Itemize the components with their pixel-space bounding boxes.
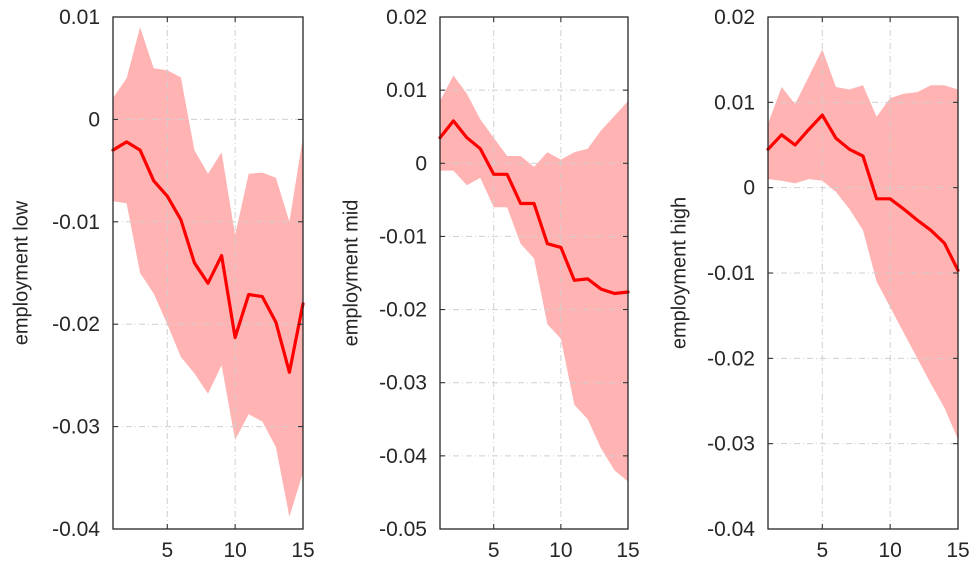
x-tick-label: 5 — [161, 539, 173, 562]
y-tick-label: 0 — [88, 108, 100, 131]
y-tick-label: -0.02 — [52, 313, 100, 336]
y-tick-label: 0.01 — [714, 91, 755, 114]
y-tick-label: 0.02 — [386, 6, 427, 29]
y-axis-label: employment low — [10, 200, 32, 345]
y-tick-label: -0.04 — [52, 518, 100, 541]
y-tick-label: -0.03 — [379, 372, 427, 395]
y-tick-label: -0.04 — [707, 518, 755, 541]
x-tick-label: 10 — [549, 539, 572, 562]
y-tick-label: -0.03 — [52, 416, 100, 439]
y-tick-label: -0.01 — [52, 211, 100, 234]
panel-2: 5 10 15 -0.05 -0.04 -0.03 -0.02 -0.01 0 0.01 0.02 e… — [340, 6, 639, 562]
y-axis-label: employment mid — [340, 200, 362, 347]
y-tick-label: -0.02 — [707, 347, 755, 370]
y-tick-label: 0 — [743, 177, 755, 200]
panel-1: 5 10 15 -0.04 -0.03 -0.02 -0.01 0 0.01 employment… — [10, 6, 314, 562]
estimate-line — [766, 113, 960, 272]
estimate-line — [111, 140, 305, 374]
x-tick-label: 15 — [616, 539, 639, 562]
x-tick-label: 5 — [816, 539, 828, 562]
y-tick-label: 0 — [415, 152, 427, 175]
y-tick-label: 0.02 — [714, 6, 755, 29]
x-tick-label: 10 — [878, 539, 901, 562]
x-tick-label: 15 — [946, 539, 969, 562]
panel-3: 5 10 15 -0.04 -0.03 -0.02 -0.01 0 0.01 0.02 employ… — [668, 6, 969, 562]
x-tick-label: 15 — [291, 539, 314, 562]
y-tick-label: -0.05 — [379, 518, 427, 541]
y-tick-label: -0.01 — [707, 262, 755, 285]
y-tick-label: -0.04 — [379, 445, 427, 468]
x-tick-label: 5 — [488, 539, 500, 562]
axes-box — [439, 16, 629, 530]
y-tick-label: 0.01 — [386, 79, 427, 102]
y-tick-label: -0.03 — [707, 433, 755, 456]
y-tick-label: -0.01 — [379, 225, 427, 248]
y-tick-label: 0.01 — [59, 6, 100, 29]
estimate-line — [438, 119, 630, 296]
x-tick-label: 10 — [223, 539, 246, 562]
y-axis-label: employment high — [668, 197, 690, 349]
y-tick-label: -0.02 — [379, 299, 427, 322]
confidence-band — [113, 27, 303, 517]
confidence-band — [440, 75, 628, 482]
confidence-band — [768, 49, 958, 440]
axes-box — [112, 16, 304, 530]
